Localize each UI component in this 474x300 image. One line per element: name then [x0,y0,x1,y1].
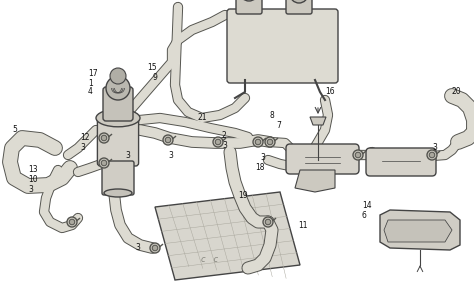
Circle shape [101,160,107,166]
Text: 6: 6 [362,211,367,220]
Text: 19: 19 [238,190,247,200]
Circle shape [265,219,271,225]
Circle shape [165,137,171,143]
Circle shape [213,137,223,147]
Circle shape [427,150,437,160]
Circle shape [290,0,308,3]
Text: 14: 14 [362,200,372,209]
Text: 1: 1 [88,79,93,88]
Circle shape [101,135,107,141]
Polygon shape [310,117,326,125]
Text: 21: 21 [198,113,208,122]
Text: 3: 3 [135,244,140,253]
Circle shape [429,152,435,158]
Circle shape [99,133,109,143]
Text: 11: 11 [298,220,308,230]
Circle shape [263,217,273,227]
Text: 3: 3 [260,154,265,163]
Ellipse shape [96,109,140,127]
FancyBboxPatch shape [97,115,138,166]
Circle shape [353,150,363,160]
Text: 3: 3 [222,140,227,149]
Polygon shape [380,210,460,250]
FancyBboxPatch shape [102,161,134,195]
Text: 20: 20 [452,88,462,97]
Circle shape [106,76,130,100]
Text: 16: 16 [325,88,335,97]
Text: 8: 8 [270,112,275,121]
Circle shape [253,137,263,147]
Text: 5: 5 [12,125,17,134]
Circle shape [267,139,273,145]
Text: 3: 3 [28,185,33,194]
Text: 3: 3 [168,151,173,160]
Text: 15: 15 [147,64,156,73]
Polygon shape [155,192,300,280]
FancyBboxPatch shape [103,87,133,121]
Text: 7: 7 [276,122,281,130]
Circle shape [99,158,109,168]
Polygon shape [295,170,335,192]
Circle shape [152,245,158,251]
Text: 18: 18 [255,164,264,172]
FancyBboxPatch shape [286,144,359,174]
Text: 12: 12 [80,134,90,142]
Circle shape [255,139,261,145]
Circle shape [215,139,221,145]
FancyBboxPatch shape [366,148,436,176]
Text: 9: 9 [153,73,158,82]
Text: 13: 13 [28,166,37,175]
Ellipse shape [104,189,132,197]
Text: 3: 3 [432,143,437,152]
Circle shape [69,219,75,225]
Text: 2: 2 [222,130,227,140]
Text: 4: 4 [88,88,93,97]
Text: c   c: c c [201,255,219,264]
FancyBboxPatch shape [236,0,262,14]
Text: 3: 3 [80,143,85,152]
FancyBboxPatch shape [286,0,312,14]
Circle shape [163,135,173,145]
Circle shape [265,137,275,147]
Circle shape [150,243,160,253]
Circle shape [240,0,258,1]
Text: 10: 10 [28,176,37,184]
FancyBboxPatch shape [227,9,338,83]
Circle shape [110,68,126,84]
Text: 3: 3 [125,151,130,160]
Polygon shape [384,220,452,242]
Circle shape [355,152,361,158]
Text: 17: 17 [88,70,98,79]
Circle shape [67,217,77,227]
